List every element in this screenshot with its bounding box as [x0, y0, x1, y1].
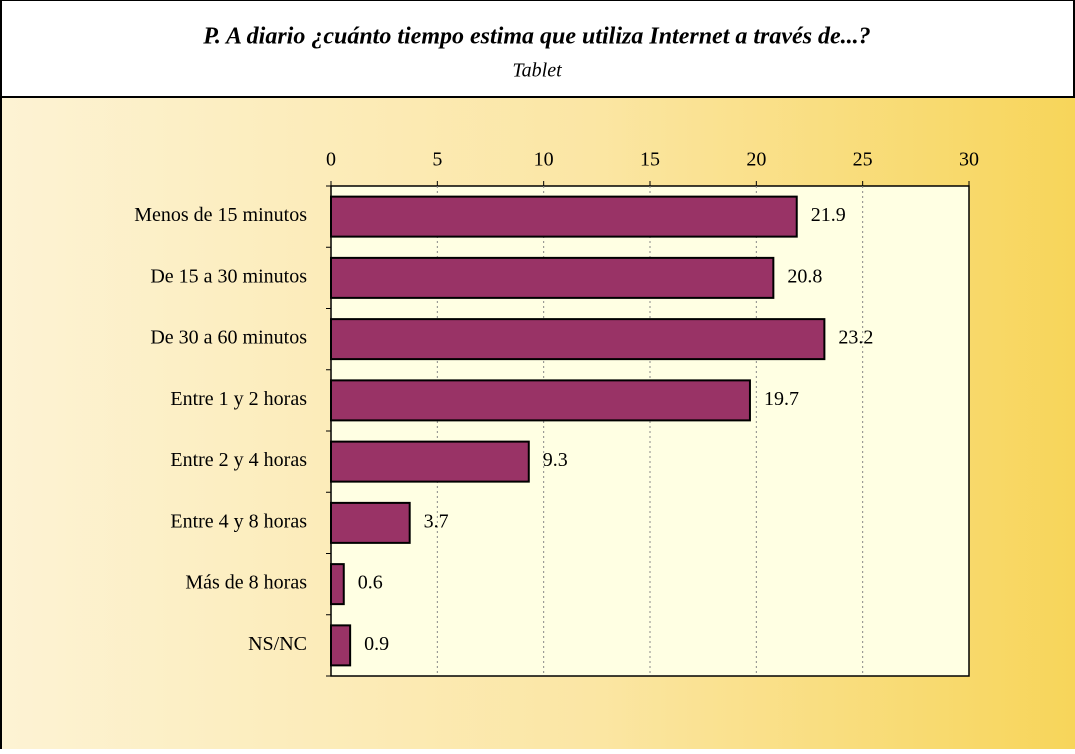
bar: [330, 501, 411, 544]
y-tick-label: Más de 8 horas: [185, 572, 307, 594]
data-label: 9.3: [543, 449, 568, 471]
y-tick-label: Menos de 15 minutos: [134, 204, 307, 226]
x-tick-label: 30: [959, 149, 979, 171]
data-label: 21.9: [811, 204, 846, 226]
data-label: 0.6: [358, 572, 383, 594]
chart-subtitle: Tablet: [512, 60, 562, 82]
y-tick-label: De 15 a 30 minutos: [150, 265, 307, 287]
bar: [330, 256, 775, 299]
data-label: 0.9: [364, 633, 389, 655]
data-label: 19.7: [764, 388, 799, 410]
x-tick-label: 15: [640, 149, 660, 171]
bar: [330, 379, 751, 422]
title-box: [0, 0, 1075, 98]
y-tick-label: Entre 4 y 8 horas: [170, 510, 307, 532]
data-label: 23.2: [838, 327, 873, 349]
bar: [330, 624, 352, 667]
chart-title: P. A diario ¿cuánto tiempo estima que ut…: [202, 24, 870, 50]
y-tick-label: Entre 1 y 2 horas: [170, 388, 307, 410]
y-tick-label: Entre 2 y 4 horas: [170, 449, 307, 471]
y-tick-label: NS/NC: [248, 633, 307, 655]
bar: [330, 318, 826, 361]
bar: [330, 195, 798, 238]
x-tick-label: 5: [432, 149, 442, 171]
y-tick-label: De 30 a 60 minutos: [150, 327, 307, 349]
bar: [330, 563, 345, 606]
x-tick-label: 20: [746, 149, 766, 171]
bar: [330, 440, 530, 483]
x-tick-label: 25: [853, 149, 873, 171]
data-label: 3.7: [424, 510, 449, 532]
data-label: 20.8: [787, 265, 822, 287]
x-tick-label: 10: [534, 149, 554, 171]
x-tick-label: 0: [326, 149, 336, 171]
